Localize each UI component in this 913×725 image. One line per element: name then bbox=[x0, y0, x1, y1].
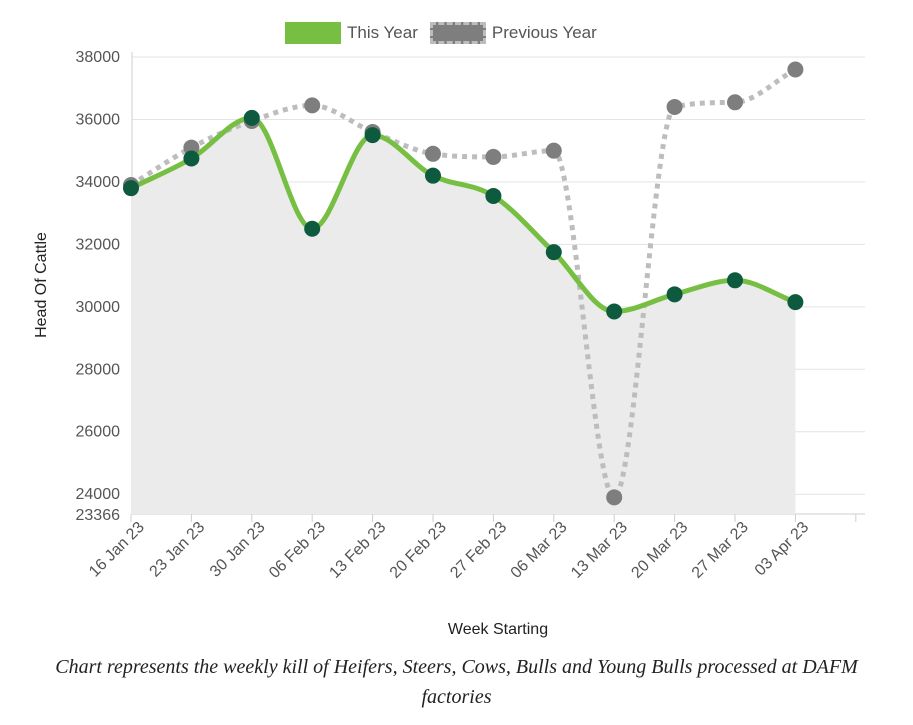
this-year-point bbox=[545, 244, 562, 261]
this-year-point bbox=[123, 180, 139, 197]
this-year-point bbox=[727, 272, 743, 289]
this-year-point bbox=[364, 127, 381, 144]
y-tick-label: 36000 bbox=[76, 111, 121, 128]
previous-year-point bbox=[485, 148, 502, 165]
this-year-point bbox=[606, 303, 623, 320]
y-tick-label: 32000 bbox=[76, 236, 121, 253]
caption-text: Chart represents the weekly kill of Heif… bbox=[55, 656, 858, 708]
y-axis-title: Head Of Cattle bbox=[33, 232, 50, 338]
x-tick-label: 20 Feb 23 bbox=[387, 519, 450, 582]
line-chart: 23366 24000 26000 28000 30000 32000 34000 36000… bbox=[33, 49, 865, 638]
x-tick-label: 27 Mar 23 bbox=[689, 519, 752, 582]
y-tick-label: 34000 bbox=[76, 174, 121, 191]
y-tick-label: 23366 bbox=[76, 507, 121, 524]
previous-year-point bbox=[545, 142, 562, 159]
previous-year-point bbox=[606, 489, 623, 506]
this-year-point bbox=[243, 109, 260, 126]
legend-label-this-year: This Year bbox=[347, 23, 418, 42]
this-year-point bbox=[304, 220, 321, 237]
x-tick-label: 27 Feb 23 bbox=[447, 519, 510, 582]
legend: This Year Previous Year bbox=[285, 22, 609, 44]
this-year-point bbox=[183, 150, 200, 167]
previous-year-point bbox=[666, 98, 683, 115]
previous-year-point bbox=[183, 139, 200, 156]
this-year-point bbox=[485, 187, 502, 204]
x-tick-label: 20 Mar 23 bbox=[628, 519, 691, 582]
legend-item-previous-year[interactable]: Previous Year bbox=[429, 22, 597, 44]
previous-year-point bbox=[304, 97, 321, 114]
y-tick-label: 24000 bbox=[76, 486, 121, 503]
y-tick-label: 28000 bbox=[76, 361, 121, 378]
y-tick-label: 30000 bbox=[76, 299, 121, 316]
previous-year-point bbox=[727, 94, 743, 111]
x-tick-label: 06 Mar 23 bbox=[508, 519, 571, 582]
x-tick-label: 13 Feb 23 bbox=[326, 519, 389, 582]
x-tick-label: 23 Jan 23 bbox=[147, 519, 209, 581]
x-tick-label: 30 Jan 23 bbox=[207, 519, 269, 581]
legend-label-previous-year: Previous Year bbox=[491, 23, 597, 42]
legend-swatch-this-year bbox=[285, 22, 341, 44]
this-year-area bbox=[131, 117, 796, 514]
legend-swatch-previous-year bbox=[429, 22, 486, 44]
x-axis-title: Week Starting bbox=[448, 621, 548, 638]
y-tick-label: 38000 bbox=[76, 49, 121, 66]
chart-caption: Chart represents the weekly kill of Heif… bbox=[0, 652, 913, 712]
x-tick-label: 13 Mar 23 bbox=[568, 519, 631, 582]
this-year-point bbox=[666, 286, 683, 303]
previous-year-point bbox=[425, 145, 441, 162]
x-tick-label: 03 Apr 23 bbox=[752, 519, 813, 580]
chart-container: 23366 24000 26000 28000 30000 32000 34000 36000… bbox=[33, 22, 865, 638]
previous-year-point bbox=[787, 61, 804, 78]
this-year-point bbox=[425, 167, 441, 184]
y-tick-label: 26000 bbox=[76, 424, 121, 441]
x-tick-label: 16 Jan 23 bbox=[86, 519, 148, 581]
this-year-point bbox=[787, 294, 804, 311]
legend-item-this-year[interactable]: This Year bbox=[285, 22, 418, 44]
x-tick-label: 06 Feb 23 bbox=[266, 519, 329, 582]
